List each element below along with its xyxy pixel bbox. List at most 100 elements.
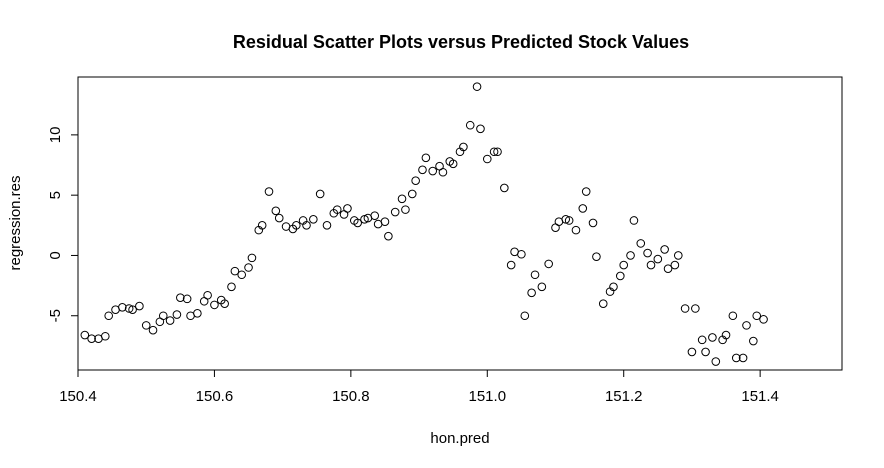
data-point <box>322 221 332 230</box>
data-point <box>619 260 629 270</box>
data-point <box>172 310 182 319</box>
data-point <box>691 304 700 313</box>
data-point <box>530 270 540 280</box>
data-point <box>230 266 240 276</box>
data-point <box>598 299 608 308</box>
data-point <box>411 176 420 185</box>
data-point <box>264 187 274 196</box>
data-point <box>104 311 113 321</box>
data-point <box>193 309 202 318</box>
data-point <box>697 335 707 345</box>
data-point <box>711 357 721 366</box>
data-point <box>493 147 502 157</box>
data-point <box>370 211 380 220</box>
data-point <box>653 254 663 264</box>
data-point <box>609 282 618 292</box>
data-point <box>680 304 690 313</box>
data-point <box>384 231 393 241</box>
data-point <box>629 216 639 225</box>
data-point <box>728 311 738 321</box>
data-point <box>646 260 656 270</box>
data-point <box>247 253 257 263</box>
data-point <box>643 248 652 258</box>
y-axis: -5 0 5 10 <box>47 127 79 322</box>
data-point <box>315 189 325 199</box>
data-point <box>407 189 417 199</box>
x-tick-label: 150.8 <box>332 388 370 405</box>
data-point <box>738 353 748 363</box>
x-tick-label: 151.2 <box>605 388 643 405</box>
data-point <box>257 221 267 230</box>
data-point <box>343 204 352 213</box>
data-point <box>438 167 448 177</box>
y-tick-label: 10 <box>47 127 64 144</box>
chart-title: Residual Scatter Plots versus Predicted … <box>233 32 689 52</box>
data-point <box>100 331 110 341</box>
data-point <box>742 321 751 330</box>
data-points <box>80 82 768 366</box>
x-tick-label: 151.4 <box>741 388 779 405</box>
data-point <box>578 204 588 213</box>
data-point <box>118 303 127 312</box>
data-point <box>128 305 137 315</box>
data-point <box>353 218 362 228</box>
data-point <box>237 270 247 280</box>
data-point <box>527 288 536 298</box>
data-point <box>721 330 731 340</box>
data-point <box>472 82 482 91</box>
data-point <box>227 282 236 292</box>
data-point <box>465 120 475 130</box>
data-point <box>571 225 581 235</box>
data-point <box>176 293 185 302</box>
data-point <box>752 311 762 321</box>
data-point <box>626 251 635 260</box>
data-point <box>476 124 485 134</box>
data-point <box>701 347 710 357</box>
data-point <box>210 300 219 310</box>
data-point <box>165 316 175 325</box>
data-point <box>500 183 509 193</box>
data-point <box>397 194 407 204</box>
data-point <box>182 294 192 304</box>
plot-frame <box>77 76 843 371</box>
y-tick-label: 5 <box>47 191 64 199</box>
data-point <box>544 259 553 269</box>
data-point <box>537 282 547 292</box>
data-point <box>708 333 717 342</box>
data-point <box>271 206 281 216</box>
data-point <box>158 311 168 321</box>
data-point <box>749 336 758 346</box>
data-point <box>302 221 311 230</box>
data-point <box>274 213 284 223</box>
data-point <box>428 166 438 176</box>
data-point <box>588 218 598 228</box>
data-point <box>482 154 492 164</box>
data-point <box>517 249 526 259</box>
x-axis-label: hon.pred <box>430 430 489 447</box>
data-point <box>759 315 768 324</box>
data-point <box>670 260 680 270</box>
data-point <box>309 214 318 224</box>
data-point <box>663 264 673 274</box>
data-point <box>220 299 229 308</box>
data-point <box>421 153 431 163</box>
x-tick-label: 151.0 <box>469 388 507 405</box>
data-point <box>636 239 646 248</box>
data-point <box>135 301 144 311</box>
data-point <box>390 207 400 217</box>
data-point <box>592 252 601 261</box>
data-point <box>291 221 301 230</box>
data-point <box>731 353 741 363</box>
data-point <box>581 187 591 196</box>
x-tick-label: 150.6 <box>196 388 234 405</box>
data-point <box>148 325 158 335</box>
data-point <box>687 347 697 357</box>
data-point <box>660 245 669 254</box>
data-point <box>401 205 410 214</box>
x-axis: 150.4 150.6 150.8 151.0 151.2 151.4 <box>59 369 779 405</box>
data-point <box>520 311 530 321</box>
data-point <box>564 216 574 225</box>
y-tick-label: -5 <box>47 309 64 322</box>
data-point <box>244 263 253 272</box>
